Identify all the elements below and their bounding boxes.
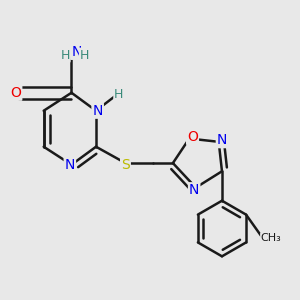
Text: H: H	[60, 49, 70, 62]
Text: H: H	[114, 88, 124, 101]
Text: N: N	[217, 133, 227, 147]
Text: H: H	[80, 49, 89, 62]
Text: CH₃: CH₃	[261, 233, 281, 243]
Text: N: N	[71, 45, 82, 59]
Text: O: O	[187, 130, 198, 144]
Text: N: N	[189, 183, 200, 197]
Text: N: N	[65, 158, 75, 172]
Text: S: S	[121, 158, 130, 172]
Text: N: N	[92, 104, 103, 118]
Text: O: O	[11, 86, 21, 100]
